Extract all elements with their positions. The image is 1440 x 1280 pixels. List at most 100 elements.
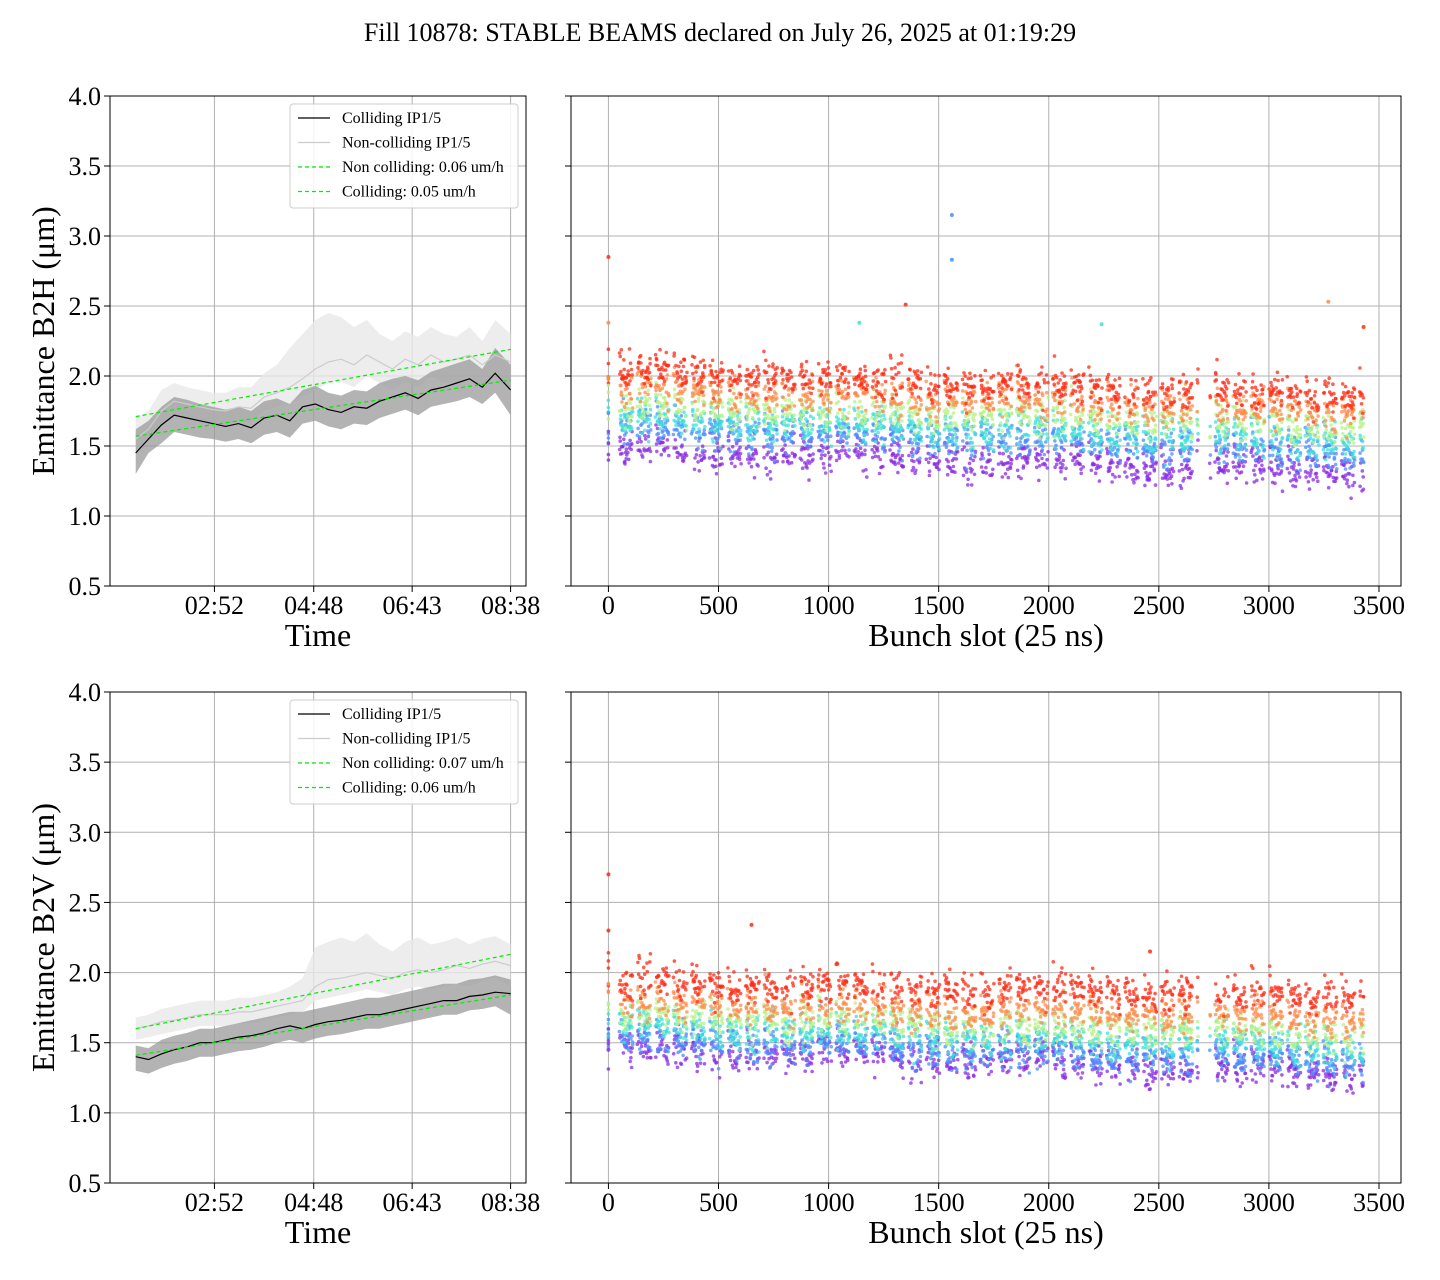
bunch-point [1145,401,1149,406]
bunch-point [1233,392,1237,397]
bunch-point [772,376,776,380]
bunch-point [861,376,865,380]
bunch-point [750,390,754,395]
bunch-point [629,447,633,452]
bunch-point [768,409,772,414]
bunch-point [1278,442,1283,446]
bunch-point [1237,463,1242,468]
bunch-point [1190,469,1194,474]
bunch-point [1271,447,1275,452]
bunch-point [1154,445,1159,449]
bunch-point [803,423,807,428]
bunch-point [877,404,881,409]
bunch-point [1018,429,1023,433]
bunch-point [870,403,875,407]
bunch-point [1225,428,1230,432]
bunch-point [1069,452,1073,456]
bunch-point [701,399,705,403]
bunch-point [719,385,723,389]
bunch-point [943,416,947,421]
bunch-point [1243,437,1248,441]
bunch-point [804,417,808,421]
bunch-point [999,410,1004,414]
bunch-point [1237,443,1242,448]
bunch-point [682,419,686,423]
bunch-point [1110,414,1114,419]
bunch-point [694,388,698,393]
bunch-point [1057,388,1061,393]
bunch-point [950,440,955,444]
bunch-point [713,414,718,418]
bunch-point [786,423,790,428]
bunch-point [1341,390,1346,395]
bunch-point [1295,427,1300,432]
bunch-point [1224,433,1228,438]
bunch-point [1269,399,1274,403]
bunch-point [681,364,686,369]
bunch-point [1180,435,1185,439]
bunch-point [1261,439,1265,444]
bunch-point [1153,390,1158,395]
bunch-point [882,397,886,402]
bunch-point [946,366,950,371]
bunch-point [929,410,933,415]
bunch-point [1342,394,1347,398]
bunch-point [1135,412,1140,417]
bunch-point [1125,475,1129,479]
bunch-point [974,399,978,404]
bunch-point [1323,379,1327,384]
bunch-point [1279,412,1283,417]
bunch-point [986,428,990,432]
bunch-point [1135,442,1139,446]
bunch-point [946,423,951,427]
bunch-point [854,447,858,451]
bunch-point [896,470,900,475]
bunch-point [889,356,893,360]
bunch-point [1273,377,1277,382]
bunch-point [774,371,778,376]
bunch-point [754,430,758,435]
bunch-point [658,401,662,405]
bunch-point [1042,452,1047,457]
bunch-point [1327,376,1331,381]
bunch-point [891,411,896,415]
bunch-point [697,433,702,438]
bunch-point [642,428,647,433]
bunch-point [927,444,932,448]
bunch-point [924,457,929,462]
bunch-point [1313,434,1318,439]
bunch-point [1154,460,1158,465]
bunch-point [1279,398,1284,403]
bunch-point [880,404,884,408]
bunch-point [930,419,934,423]
bunch-point [621,396,626,401]
bunch-point [888,353,893,358]
bunch-point [1019,476,1023,481]
bunch-point [745,423,750,427]
bunch-point [1027,391,1031,396]
bunch-point [1244,399,1249,403]
bunch-point [1160,438,1164,443]
bunch-point [1143,442,1147,447]
bunch-point [1129,421,1134,426]
bunch-point [762,412,767,417]
bunch-point [1295,424,1299,429]
bunch-point [1238,455,1242,459]
bunch-point [1177,434,1182,438]
bunch-point [1106,380,1110,384]
bunch-point [1261,387,1265,392]
bunch-point [913,371,918,376]
bunch-point [855,433,860,438]
bunch-point [643,437,648,441]
bunch-point [1170,383,1174,387]
bunch-point [1261,443,1266,448]
bunch-point [1132,413,1137,417]
bunch-point [1216,439,1221,443]
bunch-point [1133,388,1137,392]
bunch-point [1322,401,1327,406]
bunch-point [709,422,714,427]
bunch-point [729,414,733,418]
bunch-point [954,442,958,447]
bunch-point [655,426,660,431]
bunch-point [1115,450,1120,454]
